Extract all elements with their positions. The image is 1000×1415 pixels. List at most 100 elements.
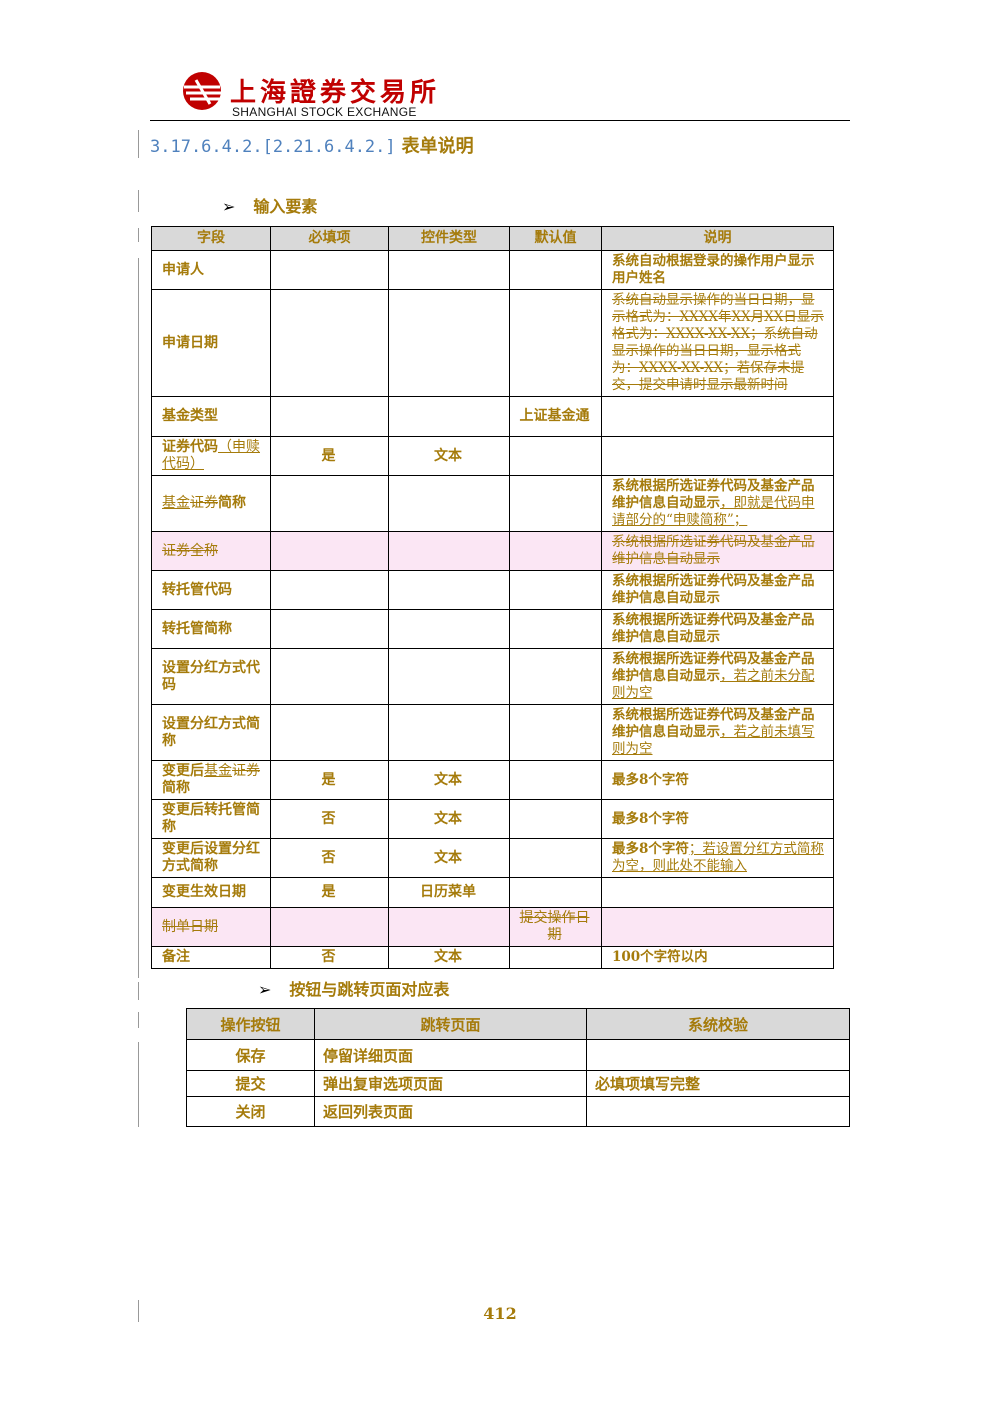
field-cell: 转托管简称 bbox=[151, 609, 271, 649]
button-cell: 提交 bbox=[186, 1070, 315, 1097]
header-desc: 说明 bbox=[601, 226, 834, 251]
field-cell: 变更后设置分红方式简称 bbox=[151, 838, 271, 878]
desc-cell: 系统根据所选证券代码及基金产品维护信息自动显示，即就是代码申请部分的“申赎简称”… bbox=[601, 475, 834, 532]
field-cell: 基金证券简称 bbox=[151, 475, 271, 532]
page-number: 412 bbox=[483, 1304, 517, 1323]
header-check: 系统校验 bbox=[586, 1008, 850, 1040]
desc-cell: 系统根据所选证券代码及基金产品维护信息自动显示 bbox=[601, 531, 834, 571]
field-cell: 设置分红方式简称 bbox=[151, 704, 271, 761]
field-cell: 转托管代码 bbox=[151, 570, 271, 610]
header-control: 控件类型 bbox=[388, 226, 510, 251]
change-bar bbox=[138, 1042, 139, 1127]
table-row: 提交 弹出复审选项页面 必填项填写完整 bbox=[186, 1070, 850, 1097]
field-cell: 变更后转托管简称 bbox=[151, 799, 271, 839]
field-cell: 申请日期 bbox=[151, 289, 271, 397]
inserted-text: ，若之前未填写则为空 bbox=[612, 724, 815, 757]
desc-cell: 系统自动显示操作的当日日期，显示格式为：XXXX年XX月XX日显示格式为：XXX… bbox=[601, 289, 834, 397]
field-cell: 基金类型 bbox=[151, 396, 271, 437]
desc-cell: 系统自动根据登录的操作用户显示用户姓名 bbox=[601, 250, 834, 290]
control-cell bbox=[388, 609, 510, 649]
desc-cell: 最多8个字符 bbox=[601, 760, 834, 800]
control-cell: 文本 bbox=[388, 436, 510, 476]
control-cell bbox=[388, 396, 510, 437]
control-cell bbox=[388, 531, 510, 571]
check-cell: 必填项填写完整 bbox=[586, 1070, 850, 1097]
header-field: 字段 bbox=[151, 226, 271, 251]
deleted-text: 制单日期 bbox=[162, 918, 218, 935]
input-elements-table: 字段 必填项 控件类型 默认值 说明 申请人 系统自动根据登录的操作用户显示用户… bbox=[151, 226, 834, 969]
deleted-text: 系统自动显示操作的当日日期，显示格式为：XXXX年XX月XX日显示格式为：XXX… bbox=[612, 292, 824, 393]
desc-cell bbox=[601, 907, 834, 947]
default-cell: 提交操作日期 bbox=[509, 907, 602, 947]
sse-logo-icon bbox=[183, 72, 226, 110]
table-row: 变更后设置分红方式简称 否 文本 最多8个字符；若设置分红方式简称为空，则此处不… bbox=[151, 838, 834, 878]
table-row: 基金类型 上证基金通 bbox=[151, 396, 834, 437]
default-cell bbox=[509, 531, 602, 571]
inserted-text: ，若之前未分配则为空 bbox=[612, 668, 815, 701]
default-cell bbox=[509, 760, 602, 800]
default-cell bbox=[509, 799, 602, 839]
control-cell bbox=[388, 250, 510, 290]
change-bar bbox=[138, 228, 139, 242]
table-row: 备注 否 文本 100个字符以内 bbox=[151, 946, 834, 969]
required-cell: 是 bbox=[270, 877, 389, 908]
control-cell bbox=[388, 907, 510, 947]
control-cell bbox=[388, 475, 510, 532]
field-cell: 证券全称 bbox=[151, 531, 271, 571]
header-required: 必填项 bbox=[270, 226, 389, 251]
field-cell: 制单日期 bbox=[151, 907, 271, 947]
table-row: 申请日期 系统自动显示操作的当日日期，显示格式为：XXXX年XX月XX日显示格式… bbox=[151, 289, 834, 397]
table-row: 制单日期 提交操作日期 bbox=[151, 907, 834, 947]
arrow-bullet-icon: ➢ bbox=[222, 197, 236, 216]
logo-english-name: SHANGHAI STOCK EXCHANGE bbox=[232, 105, 417, 119]
table-row: 保存 停留详细页面 bbox=[186, 1039, 850, 1071]
desc-cell bbox=[601, 396, 834, 437]
logo-chinese-name: 上海證券交易所 bbox=[230, 78, 441, 108]
document-header: 上海證券交易所 SHANGHAI STOCK EXCHANGE bbox=[150, 60, 850, 122]
input-elements-label: 输入要素 bbox=[253, 197, 318, 216]
field-cell: 备注 bbox=[151, 946, 271, 969]
desc-cell: 最多8个字符；若设置分红方式简称为空，则此处不能输入 bbox=[601, 838, 834, 878]
field-cell: 申请人 bbox=[151, 250, 271, 290]
required-cell: 否 bbox=[270, 799, 389, 839]
deleted-text: 证券 bbox=[190, 495, 218, 511]
button-cell: 保存 bbox=[186, 1039, 315, 1071]
table-row: 证券代码（申赎代码） 是 文本 bbox=[151, 436, 834, 476]
required-cell: 否 bbox=[270, 946, 389, 969]
table-row: 申请人 系统自动根据登录的操作用户显示用户姓名 bbox=[151, 250, 834, 290]
required-cell bbox=[270, 289, 389, 397]
required-cell: 否 bbox=[270, 838, 389, 878]
check-cell bbox=[586, 1096, 850, 1127]
control-cell: 日历菜单 bbox=[388, 877, 510, 908]
control-cell: 文本 bbox=[388, 799, 510, 839]
default-cell bbox=[509, 704, 602, 761]
table-header-row: 操作按钮 跳转页面 系统校验 bbox=[186, 1008, 850, 1040]
change-bar bbox=[138, 1300, 139, 1322]
default-cell bbox=[509, 838, 602, 878]
change-bar bbox=[138, 1012, 139, 1028]
required-cell bbox=[270, 250, 389, 290]
deleted-text: 提交操作日期 bbox=[519, 910, 590, 943]
required-cell bbox=[270, 648, 389, 705]
desc-cell: 系统根据所选证券代码及基金产品维护信息自动显示，若之前未填写则为空 bbox=[601, 704, 834, 761]
default-cell: 上证基金通 bbox=[509, 396, 602, 437]
control-cell bbox=[388, 704, 510, 761]
desc-cell: 系统根据所选证券代码及基金产品维护信息自动显示 bbox=[601, 570, 834, 610]
desc-cell: 最多8个字符 bbox=[601, 799, 834, 839]
required-cell bbox=[270, 704, 389, 761]
page-cell: 停留详细页面 bbox=[314, 1039, 587, 1071]
control-cell bbox=[388, 289, 510, 397]
inserted-text: ；若设置分红方式简称为空，则此处不能输入 bbox=[612, 841, 824, 874]
default-cell bbox=[509, 946, 602, 969]
control-cell: 文本 bbox=[388, 838, 510, 878]
default-cell bbox=[509, 570, 602, 610]
section-number: 3.17.6.4.2.[2.21.6.4.2.] bbox=[150, 137, 396, 157]
change-bar bbox=[138, 190, 139, 212]
desc-cell bbox=[601, 436, 834, 476]
desc-cell bbox=[601, 877, 834, 908]
header-page: 跳转页面 bbox=[314, 1008, 587, 1040]
header-default: 默认值 bbox=[509, 226, 602, 251]
field-cell: 变更后基金证券简称 bbox=[151, 760, 271, 800]
section-title: 表单说明 bbox=[401, 136, 474, 157]
control-cell bbox=[388, 570, 510, 610]
